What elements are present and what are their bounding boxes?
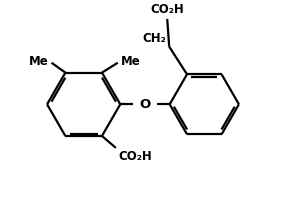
Text: CO₂H: CO₂H <box>150 3 184 16</box>
Text: Me: Me <box>29 55 48 68</box>
Text: O: O <box>139 98 150 111</box>
Text: CH₂: CH₂ <box>142 32 166 45</box>
Text: Me: Me <box>121 55 141 68</box>
Text: CO₂H: CO₂H <box>119 150 152 163</box>
